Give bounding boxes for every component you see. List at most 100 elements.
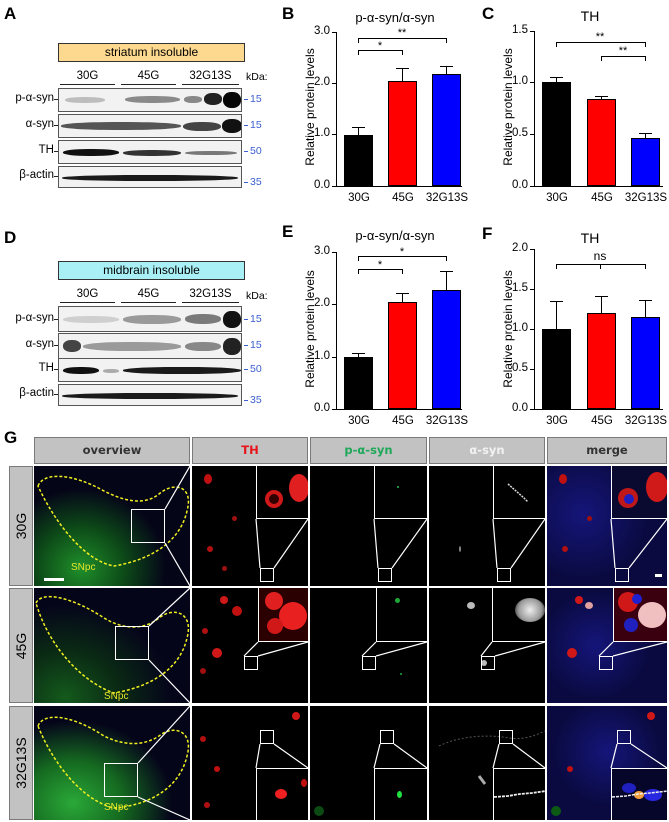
zoom-box [599,656,613,670]
ytick [332,83,336,84]
col-header-p-asyn: p-α-syn [310,437,427,464]
wb-a-title: striatum insoluble [58,43,245,62]
ytick [530,249,534,250]
zoom-box [378,568,392,582]
wb-d-mw: 15 [250,313,262,325]
wb-a-row-label: β-actin [19,169,54,181]
wb-d-title: midbrain insoluble [58,261,245,280]
zoom-lines-icon [610,518,667,569]
sig-label: * [399,246,405,258]
ytick-label: 1.5 [512,282,528,294]
wb-a-row-label: α-syn [25,118,54,130]
wb-a-blot-p-asyn [58,88,242,112]
xtick-label: 32G13S [425,192,469,204]
chart-c-x-axis [530,186,663,188]
inset-magnified [613,588,667,642]
p-asyn-image-45g [310,588,427,703]
row-label: 45G [13,632,29,659]
error-cap [595,96,608,98]
zoom-box [615,568,629,582]
wb-a-blot-bactin [58,166,242,188]
sig-tick [601,56,602,61]
panel-d-letter: D [4,228,17,247]
th-image-32g13s [192,706,308,820]
wb-d-row-label: p-α-syn [15,312,54,324]
wb-d-group-45g: 45G [137,288,160,300]
ytick-label: 2.0 [314,297,330,309]
asyn-image-30g [429,466,545,586]
xtick-label: 30G [546,415,568,427]
wb-a-mw-tick [244,99,248,100]
xtick-label: 45G [392,415,414,427]
sig-tick [358,50,359,55]
error-bar [601,96,603,99]
ytick [530,134,534,135]
xtick-label: 32G13S [425,415,469,427]
wb-d-mw: 35 [250,394,262,406]
ytick-label: 0.5 [512,362,528,374]
chart-c-title: TH [580,8,600,24]
chart-c-ylabel: Relative protein levels [501,48,515,166]
wb-d-kda-label: kDa: [246,290,268,302]
zoom-box [362,656,376,670]
ytick-label: 3.0 [314,245,330,257]
ytick-label: 1.0 [512,322,528,334]
sig-tick [358,38,359,43]
sig-tick [645,42,646,47]
wb-a-mw: 35 [250,176,262,188]
inset-magnified [611,768,667,820]
xtick-label: 45G [591,192,613,204]
chart-c-y-axis [534,31,536,187]
xtick-label: 45G [591,415,613,427]
sig-bracket [358,269,402,270]
zoom-lines-icon [255,743,308,769]
wb-a-group-line [121,84,176,85]
zoom-box [244,656,258,670]
sig-tick [402,269,403,274]
merge-image-30g [547,466,667,586]
ytick [332,186,336,187]
sig-tick [446,256,447,261]
snpc-outline-icon [37,706,190,820]
error-cap [639,133,652,135]
ytick-label: 0.0 [512,402,528,414]
ytick-label: 3.0 [314,25,330,37]
inset-magnified [258,588,308,642]
chart-c-bar-30g [542,82,571,186]
wb-d-tick [54,369,58,370]
chart-c-bar-45g [587,99,616,186]
snpc-outline-icon [37,466,190,586]
sig-tick [402,50,403,55]
chart-e-ylabel: Relative protein levels [303,270,317,388]
error-bar [402,293,404,302]
chart-e-bar-45g [388,302,417,409]
error-cap [352,353,365,355]
row-header-32g13s: 32G13S [9,706,33,820]
zoom-box [260,730,274,744]
wb-d-tick [54,319,58,320]
col-header-th: TH [192,437,308,464]
sig-bracket [358,38,446,39]
panel-f-letter: F [482,224,493,243]
sig-label: ns [593,249,607,263]
chart-b-x-axis [332,186,462,188]
merge-image-45g [547,588,667,703]
ytick [530,82,534,83]
wb-a-blot-th [58,140,242,164]
ytick [530,329,534,330]
wb-a-mw: 50 [250,145,262,157]
zoom-lines-icon [255,518,308,569]
error-bar [358,127,360,135]
sig-tick [358,269,359,274]
wb-d-group-32g13s: 32G13S [189,288,232,300]
wb-a-mw: 15 [250,119,262,131]
wb-a-group-line [60,84,115,85]
chart-f-bar-30g [542,329,571,409]
error-bar [645,133,647,138]
snpc-label: SNpc [71,562,96,573]
fiber-signal-icon [438,730,545,785]
th-image-45g [192,588,308,703]
zoom-box [131,509,165,543]
chart-c-bar-32g13s [631,138,660,186]
inset-magnified [493,466,545,519]
